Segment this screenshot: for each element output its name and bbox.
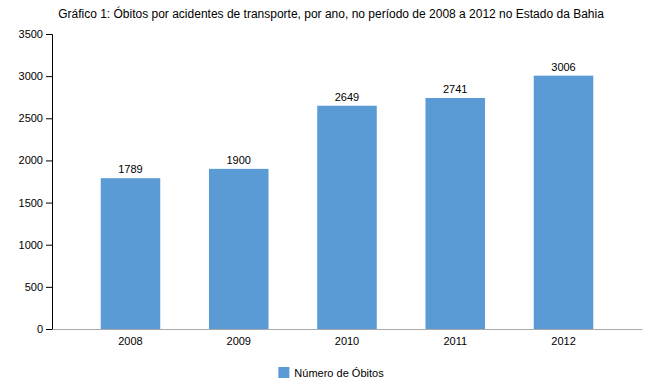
y-tick: 1000 [19, 239, 52, 251]
legend-label: Número de Óbitos [294, 367, 384, 379]
legend: Número de Óbitos [278, 367, 384, 379]
y-tick-mark [46, 118, 52, 119]
y-tick-mark [46, 329, 52, 330]
y-tick: 2000 [19, 154, 52, 166]
data-label: 3006 [551, 61, 575, 73]
data-labels: 1789 1900 2649 2741 3006 [118, 61, 576, 176]
x-tick: 2011 [443, 335, 467, 347]
y-tick: 3500 [19, 28, 52, 40]
y-tick-label: 0 [37, 323, 43, 335]
x-tick-label: 2008 [118, 335, 142, 347]
y-tick: 0 [37, 323, 52, 335]
x-tick: 2012 [551, 335, 575, 347]
y-tick-mark [46, 203, 52, 204]
y-tick: 2500 [19, 112, 52, 124]
y-tick-label: 3500 [19, 28, 43, 40]
bar [317, 106, 377, 329]
data-label: 2649 [335, 91, 359, 103]
y-tick: 500 [25, 281, 52, 293]
plot-area: 0 500 1000 1500 2000 2500 3000 3500 2008 2009 2010… [19, 28, 643, 347]
data-label: 2741 [443, 83, 467, 95]
chart-container: Gráfico 1: Óbitos por acidentes de trans… [0, 0, 662, 391]
x-tick: 2010 [335, 335, 359, 347]
y-axis-line [46, 35, 53, 330]
bar [101, 178, 161, 329]
x-tick: 2009 [227, 335, 251, 347]
y-tick-mark [46, 76, 52, 77]
y-tick-mark [46, 287, 52, 288]
data-label: 1900 [227, 154, 251, 166]
legend-item: Número de Óbitos [278, 367, 384, 379]
y-axis: 0 500 1000 1500 2000 2500 3000 3500 [19, 28, 53, 335]
chart-title: Gráfico 1: Óbitos por acidentes de trans… [58, 6, 604, 21]
bar [534, 76, 594, 329]
y-tick-label: 500 [25, 281, 43, 293]
x-axis: 2008 2009 2010 2011 2012 [53, 330, 643, 347]
x-tick-label: 2010 [335, 335, 359, 347]
x-tick-label: 2011 [443, 335, 467, 347]
x-tick: 2008 [118, 335, 142, 347]
y-tick-label: 2500 [19, 112, 43, 124]
y-tick-mark [46, 34, 52, 35]
bar [425, 98, 485, 329]
y-tick: 1500 [19, 197, 52, 209]
y-tick: 3000 [19, 70, 52, 82]
x-tick-label: 2009 [227, 335, 251, 347]
bars [101, 76, 594, 329]
x-axis-line [53, 329, 643, 330]
y-tick-label: 1500 [19, 197, 43, 209]
bar [209, 169, 269, 329]
y-tick-mark [46, 160, 52, 161]
legend-swatch [278, 367, 289, 378]
chart-svg: Gráfico 1: Óbitos por acidentes de trans… [0, 0, 662, 391]
y-tick-mark [46, 245, 52, 246]
y-tick-label: 2000 [19, 154, 43, 166]
data-label: 1789 [118, 163, 142, 175]
x-tick-label: 2012 [551, 335, 575, 347]
y-tick-label: 3000 [19, 70, 43, 82]
y-tick-label: 1000 [19, 239, 43, 251]
